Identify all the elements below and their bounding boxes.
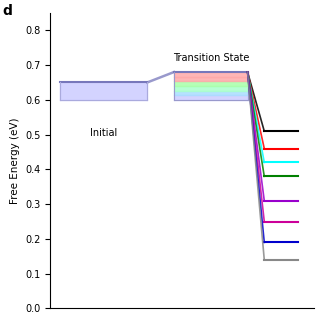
Text: d: d — [3, 4, 12, 18]
Y-axis label: Free Energy (eV): Free Energy (eV) — [10, 117, 20, 204]
Text: Transition State: Transition State — [172, 53, 249, 63]
Text: Initial: Initial — [90, 128, 117, 138]
